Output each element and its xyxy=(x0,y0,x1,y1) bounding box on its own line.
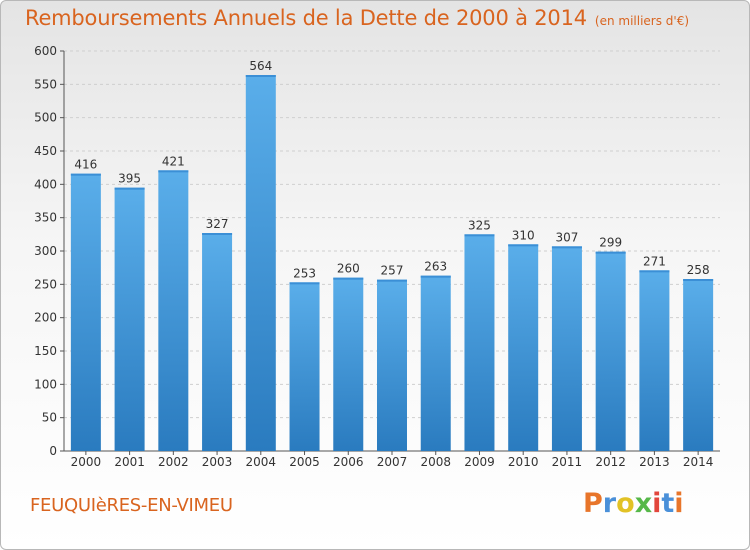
y-tick-label: 350 xyxy=(34,211,57,225)
axes: 0 50 100 150 200 250 300 350 400 450 500 550 600 2000… xyxy=(34,44,720,469)
bar-top xyxy=(377,279,407,282)
x-tick-label: 2003 xyxy=(202,455,233,469)
bar xyxy=(639,270,670,451)
y-tick-label: 150 xyxy=(34,344,57,358)
bars xyxy=(70,75,714,452)
proxiti-logo: Proxiti xyxy=(583,488,684,519)
x-tick-label: 2004 xyxy=(246,455,277,469)
data-label: 260 xyxy=(337,262,360,276)
data-label: 327 xyxy=(206,217,229,231)
bar xyxy=(377,279,407,451)
x-tick-label: 2000 xyxy=(71,455,102,469)
bar xyxy=(202,233,233,451)
y-tick-label: 500 xyxy=(34,111,57,125)
bar-top xyxy=(333,277,364,280)
data-label: 263 xyxy=(424,260,447,274)
x-tick-label: 2014 xyxy=(683,455,714,469)
y-tick-label: 100 xyxy=(34,377,57,391)
bar-top xyxy=(114,187,145,190)
y-tick-label: 550 xyxy=(34,77,57,91)
bar xyxy=(114,187,145,451)
bar xyxy=(70,173,101,451)
y-tick-label: 250 xyxy=(34,277,57,291)
data-label: 258 xyxy=(687,263,710,277)
chart-title: Remboursements Annuels de la Dette de 20… xyxy=(25,6,689,30)
x-tick-label: 2013 xyxy=(639,455,670,469)
bar xyxy=(420,275,451,451)
bar xyxy=(158,170,189,452)
y-tick-label: 0 xyxy=(49,444,57,458)
data-label: 257 xyxy=(381,264,404,278)
data-label: 325 xyxy=(468,218,491,232)
bar-top xyxy=(464,234,495,237)
x-tick-label: 2002 xyxy=(158,455,189,469)
data-labels: 416 395 421 327 564 253 260 257 263 325 310 307 299 2… xyxy=(74,59,709,280)
bar-top xyxy=(245,75,276,77)
bar-top xyxy=(70,173,101,176)
x-tick-label: 2010 xyxy=(508,455,539,469)
data-label: 416 xyxy=(74,158,97,172)
data-label: 307 xyxy=(555,230,578,244)
bar-top xyxy=(508,244,539,247)
bar xyxy=(508,244,539,451)
bar xyxy=(245,75,276,451)
bar-top xyxy=(158,170,189,173)
chart-subtitle: (en milliers d'€) xyxy=(594,14,690,28)
x-tick-label: 2008 xyxy=(420,455,451,469)
data-label: 564 xyxy=(249,59,272,73)
bar-top xyxy=(420,275,451,278)
bar xyxy=(289,282,320,451)
x-tick-label: 2006 xyxy=(333,455,364,469)
title-text: Remboursements Annuels de la Dette de 20… xyxy=(25,6,587,30)
bar xyxy=(595,251,626,451)
x-tick-label: 2007 xyxy=(377,455,408,469)
x-tick-label: 2001 xyxy=(114,455,145,469)
x-tick-label: 2009 xyxy=(464,455,495,469)
commune-name: FEUQUIèRES-EN-VIMEU xyxy=(30,495,233,516)
bar xyxy=(464,234,495,451)
bar-top xyxy=(639,270,670,273)
data-label: 299 xyxy=(599,236,622,250)
data-label: 271 xyxy=(643,254,666,268)
x-tick-label: 2012 xyxy=(595,455,626,469)
x-tick-label: 2005 xyxy=(289,455,320,469)
y-tick-label: 600 xyxy=(34,44,57,58)
data-label: 253 xyxy=(293,266,316,280)
bar-top xyxy=(595,251,626,254)
data-label: 310 xyxy=(512,228,535,242)
bar-top xyxy=(683,279,714,281)
bar xyxy=(551,246,582,451)
x-tick-label: 2011 xyxy=(552,455,583,469)
data-label: 395 xyxy=(118,172,141,186)
y-tick-label: 200 xyxy=(34,311,57,325)
data-label: 421 xyxy=(162,154,185,168)
y-tick-label: 300 xyxy=(34,244,57,258)
y-tick-label: 50 xyxy=(42,411,57,425)
bar xyxy=(683,279,714,451)
y-tick-label: 400 xyxy=(34,177,57,191)
bar xyxy=(333,277,364,451)
bar-top xyxy=(202,233,233,235)
bar-top xyxy=(551,246,582,249)
bar-top xyxy=(289,282,320,285)
y-tick-label: 450 xyxy=(34,144,57,158)
